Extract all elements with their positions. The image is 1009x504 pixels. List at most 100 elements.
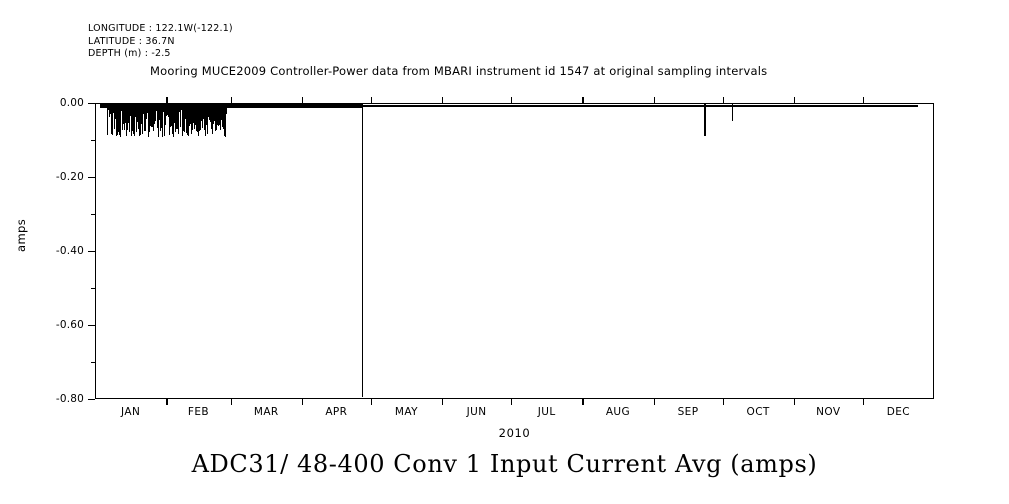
data-spike [167,104,169,116]
data-spike [214,104,216,121]
data-spike [168,104,170,135]
data-spike [132,104,133,131]
data-spike [183,104,185,124]
data-spike [141,104,143,132]
data-spike [216,104,218,119]
data-spike [185,104,187,133]
x-axis-title: 2010 [498,426,531,440]
data-series-layer [95,103,934,399]
data-spike [198,104,200,132]
data-spike [127,104,129,123]
data-spike [152,104,154,131]
data-spike [192,104,193,120]
x-tick-label: OCT [746,406,770,418]
y-axis-title: amps [14,218,28,252]
data-spike [163,104,165,127]
data-spike [184,104,186,133]
data-spike [166,104,168,113]
x-tick [582,397,584,405]
data-spike [143,104,145,131]
data-spike [114,104,116,120]
x-tick [301,397,304,405]
x-tick [653,97,655,103]
data-spike [136,104,138,133]
data-spike [140,104,142,115]
y-tick-label: -0.20 [55,171,84,183]
data-spike [139,104,141,128]
data-spike [111,104,113,115]
data-spike [203,104,205,120]
data-spike [182,104,184,122]
station-metadata: LONGITUDE : 122.1W(-122.1) LATITUDE : 36… [88,23,233,61]
data-spike [223,104,225,130]
data-spike [132,104,134,135]
data-spike [207,104,209,135]
data-spike [160,104,162,128]
data-spike [107,104,109,111]
axis-right [932,103,934,399]
data-spike [176,104,178,130]
data-spike [120,104,122,137]
data-spike [220,104,222,119]
data-spike [121,104,123,131]
data-spike [116,104,118,119]
y-tick-label: 0.00 [59,97,84,109]
data-spike [110,104,112,134]
x-tick-label: NOV [816,406,841,418]
data-spike [202,104,204,129]
data-spike [174,104,176,124]
data-spike [129,104,131,117]
data-spike [124,104,126,112]
data-spike [200,104,202,121]
data-spike [207,104,209,117]
y-tick-minor [91,288,95,290]
depth-text: DEPTH (m) : -2.5 [88,48,171,59]
x-tick [653,397,655,405]
data-spike [145,104,147,132]
x-tick [793,97,796,103]
data-spike [134,104,136,129]
x-tick [442,97,444,103]
y-tick-major [88,399,95,401]
y-tick-major [88,177,95,179]
data-spike [150,104,152,127]
data-spike [211,104,213,115]
x-tick [582,97,584,103]
data-spike [170,104,172,127]
x-tick-label: MAR [253,406,279,418]
data-spike [165,104,167,117]
data-spike [159,104,161,132]
y-tick-major [88,325,95,327]
data-spike [192,104,194,123]
data-spike [217,104,219,126]
data-spike [107,104,109,135]
data-spike [164,104,166,127]
data-spike [205,104,207,119]
data-spike [156,104,158,111]
axis-top [95,103,934,105]
data-spike [203,104,205,131]
data-spike [140,104,142,135]
data-spike [196,104,198,131]
data-spike [125,104,127,137]
y-tick-major [88,103,95,105]
data-spike [137,104,139,129]
data-spike [157,104,159,128]
data-spike [361,104,364,398]
data-spike [206,104,208,125]
data-spike [131,104,133,115]
data-spike [142,104,144,134]
latitude-text: LATITUDE : 36.7N [88,35,175,47]
data-spike [188,104,190,118]
data-spike [198,104,200,122]
data-spike [172,104,174,138]
data-spike [114,104,116,129]
data-spike [209,104,211,116]
data-spike [179,104,181,128]
data-spike [130,104,132,137]
x-tick [722,397,724,405]
data-spike [118,104,120,123]
data-spike [155,104,157,111]
data-spike [149,104,151,126]
data-spike [187,104,189,137]
